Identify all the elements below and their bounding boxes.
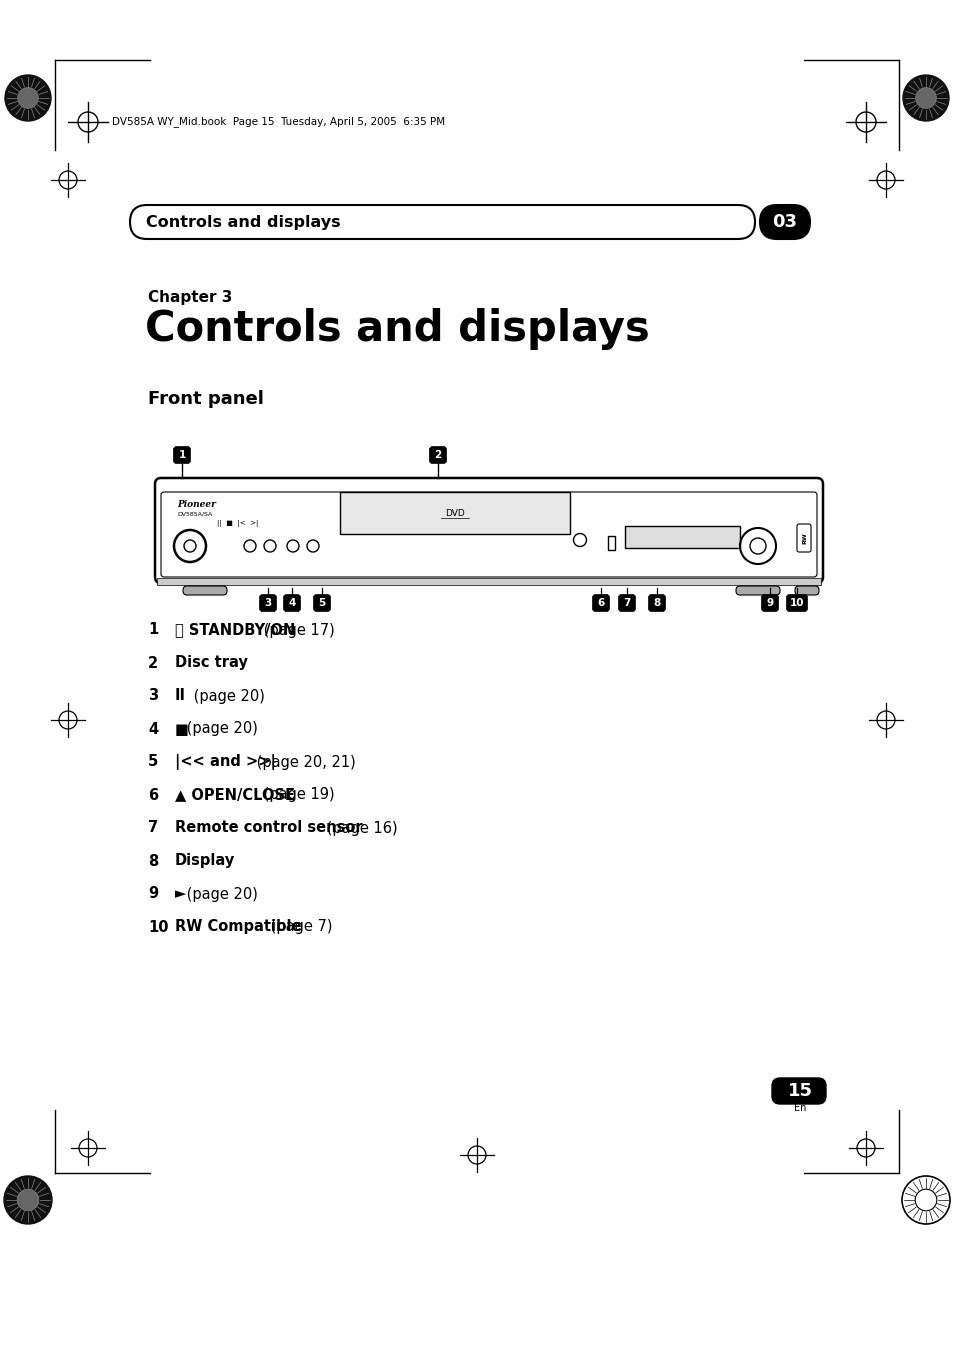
- Text: 5: 5: [318, 598, 325, 608]
- Text: (page 17): (page 17): [258, 623, 335, 638]
- Text: 03: 03: [772, 213, 797, 231]
- FancyBboxPatch shape: [785, 594, 806, 612]
- Text: Display: Display: [174, 854, 235, 869]
- Text: |<< and >>|: |<< and >>|: [174, 754, 275, 770]
- Text: 10: 10: [789, 598, 803, 608]
- FancyBboxPatch shape: [259, 594, 276, 612]
- Text: 8: 8: [148, 854, 158, 869]
- Text: DVD: DVD: [445, 508, 464, 517]
- Circle shape: [902, 76, 948, 122]
- Text: (page 16): (page 16): [322, 820, 397, 835]
- Text: ▲ OPEN/CLOSE: ▲ OPEN/CLOSE: [174, 788, 294, 802]
- Text: 2: 2: [434, 450, 441, 459]
- FancyBboxPatch shape: [173, 446, 191, 463]
- Text: 8: 8: [653, 598, 659, 608]
- Text: 10: 10: [148, 920, 169, 935]
- Text: ||  ■  |<  >|: || ■ |< >|: [216, 520, 258, 527]
- Text: ⏻ STANDBY/ON: ⏻ STANDBY/ON: [174, 623, 295, 638]
- Text: Pioneer: Pioneer: [177, 500, 215, 509]
- FancyBboxPatch shape: [618, 594, 635, 612]
- Text: Chapter 3: Chapter 3: [148, 290, 233, 305]
- FancyBboxPatch shape: [771, 1078, 825, 1104]
- Text: (page 7): (page 7): [266, 920, 333, 935]
- Text: Remote control sensor: Remote control sensor: [174, 820, 362, 835]
- FancyBboxPatch shape: [314, 594, 330, 612]
- Text: RW: RW: [801, 532, 806, 544]
- Text: 3: 3: [264, 598, 272, 608]
- Text: 7: 7: [622, 598, 630, 608]
- Circle shape: [5, 76, 51, 122]
- Bar: [624, 526, 740, 549]
- FancyBboxPatch shape: [735, 586, 780, 594]
- Text: 6: 6: [597, 598, 604, 608]
- Text: 15: 15: [786, 1082, 812, 1100]
- FancyBboxPatch shape: [429, 446, 446, 463]
- Bar: [157, 578, 821, 585]
- Text: En: En: [793, 1102, 805, 1113]
- Text: (page 20): (page 20): [182, 721, 257, 736]
- FancyBboxPatch shape: [796, 524, 810, 553]
- FancyBboxPatch shape: [760, 594, 778, 612]
- Text: 9: 9: [765, 598, 773, 608]
- Text: 4: 4: [288, 598, 295, 608]
- Text: ►: ►: [174, 886, 186, 901]
- Text: Disc tray: Disc tray: [174, 655, 248, 670]
- Text: 3: 3: [148, 689, 158, 704]
- Text: 1: 1: [178, 450, 186, 459]
- Text: 6: 6: [148, 788, 158, 802]
- FancyBboxPatch shape: [794, 586, 818, 594]
- FancyBboxPatch shape: [648, 594, 665, 612]
- FancyBboxPatch shape: [130, 205, 754, 239]
- Text: Controls and displays: Controls and displays: [145, 308, 649, 350]
- Bar: [607, 536, 615, 550]
- FancyBboxPatch shape: [183, 586, 227, 594]
- Text: Controls and displays: Controls and displays: [146, 215, 340, 230]
- Text: II: II: [174, 689, 186, 704]
- FancyBboxPatch shape: [760, 205, 809, 239]
- Text: Front panel: Front panel: [148, 390, 264, 408]
- Text: 9: 9: [148, 886, 158, 901]
- FancyBboxPatch shape: [161, 492, 816, 577]
- FancyBboxPatch shape: [592, 594, 609, 612]
- Text: 1: 1: [148, 623, 158, 638]
- Circle shape: [915, 88, 935, 108]
- Circle shape: [17, 1189, 39, 1210]
- Text: DV585A/SA: DV585A/SA: [177, 511, 212, 516]
- FancyBboxPatch shape: [283, 594, 300, 612]
- Text: 2: 2: [148, 655, 158, 670]
- Text: (page 20): (page 20): [189, 689, 265, 704]
- Text: (page 19): (page 19): [258, 788, 335, 802]
- Text: 7: 7: [148, 820, 158, 835]
- Text: (page 20, 21): (page 20, 21): [252, 754, 355, 770]
- Text: (page 20): (page 20): [182, 886, 257, 901]
- Text: DV585A WY_Mid.book  Page 15  Tuesday, April 5, 2005  6:35 PM: DV585A WY_Mid.book Page 15 Tuesday, Apri…: [112, 116, 445, 127]
- Text: RW Compatible: RW Compatible: [174, 920, 301, 935]
- Bar: [339, 492, 569, 534]
- Circle shape: [901, 1175, 949, 1224]
- Text: ■: ■: [174, 721, 189, 736]
- Circle shape: [4, 1175, 52, 1224]
- Text: 4: 4: [148, 721, 158, 736]
- FancyBboxPatch shape: [154, 478, 822, 584]
- Circle shape: [18, 88, 38, 108]
- Text: 5: 5: [148, 754, 158, 770]
